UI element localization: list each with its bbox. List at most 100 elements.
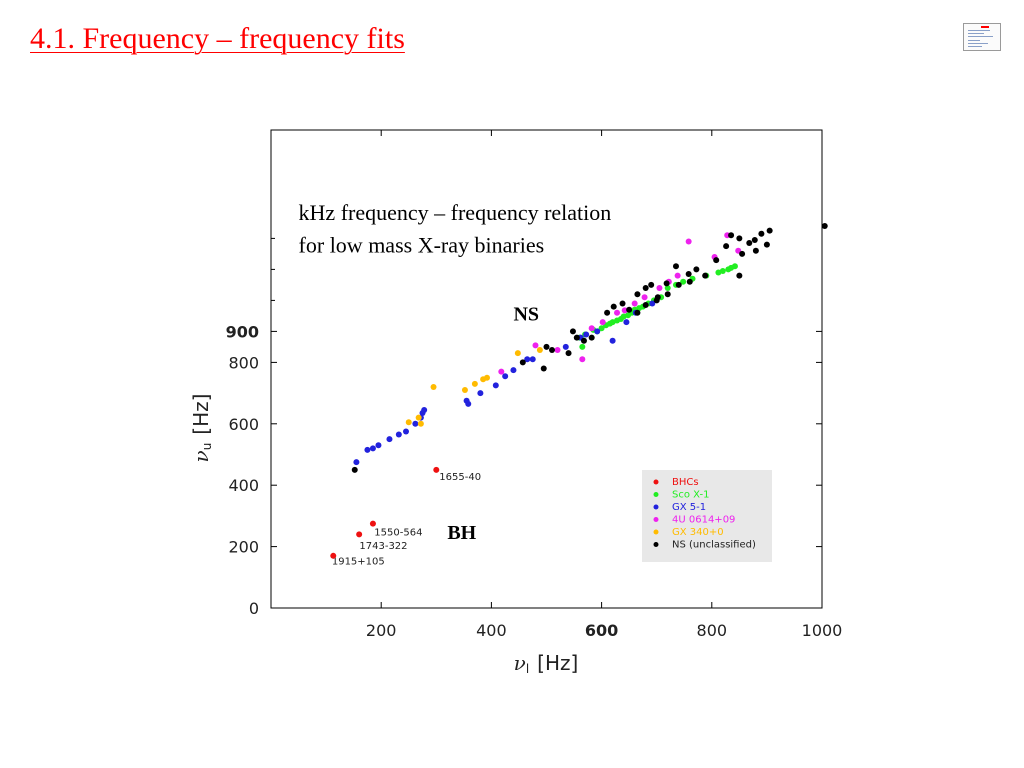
data-point xyxy=(433,466,440,473)
data-point xyxy=(421,406,428,413)
legend-entry: GX 340+0 xyxy=(672,527,724,538)
data-point xyxy=(402,428,409,435)
data-point xyxy=(663,280,670,287)
data-point xyxy=(369,445,376,452)
data-point xyxy=(502,373,509,380)
series-4 xyxy=(405,347,543,427)
legend-marker xyxy=(653,542,659,547)
data-point xyxy=(415,414,422,421)
legend-entry: Sco X-1 xyxy=(672,490,709,501)
data-point xyxy=(351,466,358,473)
data-point xyxy=(634,309,641,316)
data-point xyxy=(492,382,499,389)
label-layer: kHz frequency – frequency relation for lo… xyxy=(299,200,612,568)
data-point xyxy=(395,431,402,438)
data-point xyxy=(752,247,759,254)
data-point xyxy=(664,285,671,291)
x-tick-label: 800 xyxy=(697,621,728,640)
data-point xyxy=(386,436,393,443)
data-point xyxy=(417,420,424,427)
data-point xyxy=(529,356,536,363)
data-point xyxy=(562,343,569,350)
series-5 xyxy=(351,223,828,473)
data-point xyxy=(461,387,468,394)
data-point xyxy=(588,325,595,332)
legend-box xyxy=(642,470,772,562)
data-point xyxy=(405,419,412,426)
y-tick-label: 200 xyxy=(228,538,259,557)
point-label: 1743-322 xyxy=(359,541,407,552)
data-point xyxy=(631,300,638,307)
data-point xyxy=(369,520,376,527)
y-tick-label: 400 xyxy=(228,476,259,495)
data-point xyxy=(599,319,606,326)
data-point xyxy=(498,368,505,375)
data-point xyxy=(680,278,687,285)
legend-marker xyxy=(653,479,659,485)
data-point xyxy=(598,325,605,332)
data-point xyxy=(483,374,490,381)
data-point xyxy=(642,302,649,309)
data-point xyxy=(477,390,484,397)
data-point xyxy=(543,343,550,350)
x-tick-label: 600 xyxy=(585,621,618,640)
data-point xyxy=(649,300,656,307)
legend-entry: BHCs xyxy=(672,477,699,488)
data-point xyxy=(672,263,679,270)
legend-marker xyxy=(653,504,659,510)
data-point xyxy=(736,235,743,242)
data-point xyxy=(540,365,547,372)
data-point xyxy=(330,552,337,559)
x-axis-subscript: l xyxy=(526,662,529,676)
data-point xyxy=(702,272,709,279)
data-point xyxy=(619,300,626,307)
point-layer xyxy=(330,223,828,559)
legend-entry: 4U 0614+09 xyxy=(672,515,735,526)
data-point xyxy=(719,267,726,274)
legend-marker xyxy=(653,492,659,497)
data-point xyxy=(641,294,648,301)
data-point xyxy=(713,257,720,264)
legend-marker xyxy=(653,517,659,522)
y-tick-label: 600 xyxy=(228,415,259,434)
data-point xyxy=(763,241,770,248)
slide-thumbnail-icon[interactable] xyxy=(963,23,1001,51)
data-point xyxy=(610,303,617,310)
y-axis-label: νu [Hz] xyxy=(189,394,214,463)
legend-entry: GX 5-1 xyxy=(672,502,706,513)
data-point xyxy=(731,263,738,270)
data-point xyxy=(465,400,472,407)
y-tick-label: 0 xyxy=(249,599,259,618)
x-axis-symbol: ν xyxy=(514,651,526,675)
data-point xyxy=(766,227,773,234)
data-point xyxy=(614,309,621,316)
data-point xyxy=(693,266,700,273)
x-tick-label: 1000 xyxy=(802,621,843,640)
data-point xyxy=(751,236,758,243)
data-point xyxy=(569,328,576,335)
chart-annotation: for low mass X-ray binaries xyxy=(299,232,545,257)
legend-entry: NS (unclassified) xyxy=(672,540,756,551)
x-axis-unit: [Hz] xyxy=(537,651,578,675)
data-point xyxy=(519,359,526,366)
data-point xyxy=(573,334,580,341)
data-point xyxy=(648,281,655,288)
data-point xyxy=(594,328,601,335)
data-point xyxy=(623,319,630,326)
data-point xyxy=(674,272,681,279)
data-point xyxy=(514,350,521,357)
data-point xyxy=(580,337,587,344)
x-tick-label: 400 xyxy=(476,621,507,640)
data-point xyxy=(685,271,692,278)
data-point xyxy=(685,238,692,245)
data-point xyxy=(549,347,556,353)
series-0 xyxy=(330,466,440,559)
data-point xyxy=(430,383,437,390)
data-point xyxy=(588,334,595,341)
data-point xyxy=(604,309,611,316)
chart-annotation: BH xyxy=(447,522,476,544)
data-point xyxy=(675,281,682,288)
data-point xyxy=(579,356,586,363)
